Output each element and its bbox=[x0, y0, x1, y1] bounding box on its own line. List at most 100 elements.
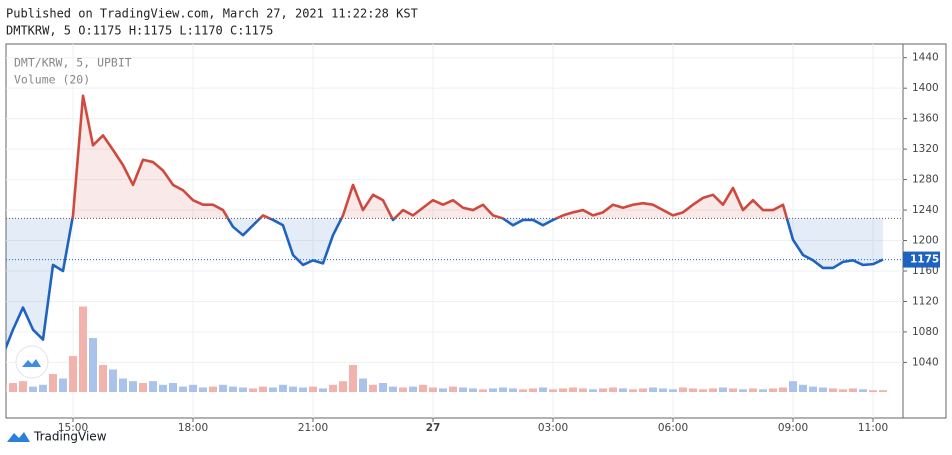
symbol-legend: DMT/KRW, 5, UPBIT bbox=[14, 56, 132, 70]
volume-bar bbox=[9, 383, 17, 392]
volume-bar bbox=[519, 389, 527, 392]
volume-bar bbox=[99, 365, 107, 392]
volume-bar bbox=[869, 390, 877, 392]
volume-bar bbox=[659, 388, 667, 392]
y-tick-label: 1360 bbox=[912, 113, 939, 125]
x-tick-label: 27 bbox=[426, 422, 441, 434]
price-line bbox=[6, 94, 884, 351]
volume-bar bbox=[779, 387, 787, 392]
volume-bar bbox=[339, 381, 347, 392]
volume-bar bbox=[599, 388, 607, 392]
volume-bar bbox=[679, 387, 687, 392]
volume-bar bbox=[689, 388, 697, 392]
x-tick-label: 11:00 bbox=[858, 422, 888, 434]
volume-bar bbox=[629, 389, 637, 392]
volume-bar bbox=[749, 388, 757, 392]
volume-bar bbox=[759, 389, 767, 392]
volume-bar bbox=[379, 383, 387, 392]
volume-bar bbox=[119, 378, 127, 392]
chart-logo[interactable] bbox=[15, 345, 49, 379]
volume-bar bbox=[579, 388, 587, 392]
volume-bar bbox=[359, 378, 367, 392]
volume-bar bbox=[329, 384, 337, 392]
volume-bar bbox=[709, 388, 717, 392]
y-tick-label: 1160 bbox=[912, 265, 939, 277]
last-price-label: 1175 bbox=[910, 254, 939, 266]
volume-bar bbox=[649, 387, 657, 392]
y-tick-label: 1040 bbox=[912, 356, 939, 368]
volume-bar bbox=[309, 386, 317, 392]
volume-bar bbox=[699, 389, 707, 392]
volume-bar bbox=[419, 384, 427, 392]
volume-bar bbox=[499, 387, 507, 392]
volume-bar bbox=[479, 389, 487, 392]
volume-bar bbox=[449, 386, 457, 392]
x-tick-label: 06:00 bbox=[658, 422, 688, 434]
volume-bar bbox=[269, 387, 277, 392]
y-tick-label: 1280 bbox=[912, 174, 939, 186]
x-tick-label: 18:00 bbox=[178, 422, 208, 434]
volume-bar bbox=[39, 384, 47, 392]
plot bbox=[6, 44, 903, 418]
volume-bar bbox=[369, 384, 377, 392]
volume-bar bbox=[29, 386, 37, 392]
volume-bar bbox=[799, 384, 807, 392]
volume-bar bbox=[399, 387, 407, 392]
published-line: Published on TradingView.com, March 27, … bbox=[6, 7, 418, 21]
volume-bar bbox=[129, 381, 137, 392]
volume-bar bbox=[789, 381, 797, 392]
y-tick-label: 1120 bbox=[912, 295, 939, 307]
volume-bar bbox=[169, 383, 177, 392]
volume-bar bbox=[109, 369, 117, 392]
volume-bar bbox=[509, 388, 517, 392]
volume-bar bbox=[849, 388, 857, 392]
volume-bar bbox=[209, 386, 217, 392]
volume-bar bbox=[669, 389, 677, 392]
volume-bar bbox=[559, 388, 567, 392]
volume-bar bbox=[289, 386, 297, 392]
footer-logo[interactable]: TradingView bbox=[7, 430, 107, 444]
volume-bar bbox=[569, 387, 577, 392]
x-tick-label: 15:00 bbox=[58, 422, 88, 434]
volume-bar bbox=[609, 387, 617, 392]
volume-bar bbox=[619, 388, 627, 392]
volume-bar bbox=[439, 388, 447, 392]
volume-bar bbox=[279, 384, 287, 392]
volume-bar bbox=[249, 388, 257, 392]
y-tick-label: 1200 bbox=[912, 235, 939, 247]
x-tick-label: 03:00 bbox=[538, 422, 568, 434]
volume-bar bbox=[729, 388, 737, 392]
volume-bar bbox=[839, 389, 847, 392]
volume-bar bbox=[879, 390, 887, 392]
volume-bar bbox=[739, 389, 747, 392]
y-tick-label: 1240 bbox=[912, 204, 939, 216]
last-price-tag bbox=[903, 251, 940, 268]
volume-bar bbox=[769, 388, 777, 392]
volume-bar bbox=[809, 386, 817, 392]
y-tick-label: 1440 bbox=[912, 52, 939, 64]
footer-brand: TradingView bbox=[33, 430, 107, 444]
volume-bar bbox=[239, 387, 247, 392]
volume-bar bbox=[89, 338, 97, 392]
volume-bar bbox=[49, 374, 57, 392]
volume-bar bbox=[469, 388, 477, 392]
volume-bar bbox=[819, 387, 827, 392]
y-tick-label: 1320 bbox=[912, 143, 939, 155]
volume-bar bbox=[139, 383, 147, 392]
y-tick-label: 1400 bbox=[912, 82, 939, 94]
axes: 1040 1080 1120 1160 1200 1240 1280 1320 1360 1400… bbox=[58, 52, 940, 434]
volume-bar bbox=[299, 387, 307, 392]
volume-bar bbox=[549, 389, 557, 392]
volume-bar bbox=[219, 384, 227, 392]
volume-bar bbox=[589, 389, 597, 392]
volume-bar bbox=[229, 386, 237, 392]
volume-bar bbox=[19, 381, 27, 392]
volume-legend: Volume (20) bbox=[14, 73, 90, 87]
volume-bar bbox=[349, 365, 357, 392]
volume-bar bbox=[59, 378, 67, 392]
x-tick-label: 21:00 bbox=[298, 422, 328, 434]
volume-bar bbox=[539, 387, 547, 392]
volume-bar bbox=[79, 306, 87, 392]
